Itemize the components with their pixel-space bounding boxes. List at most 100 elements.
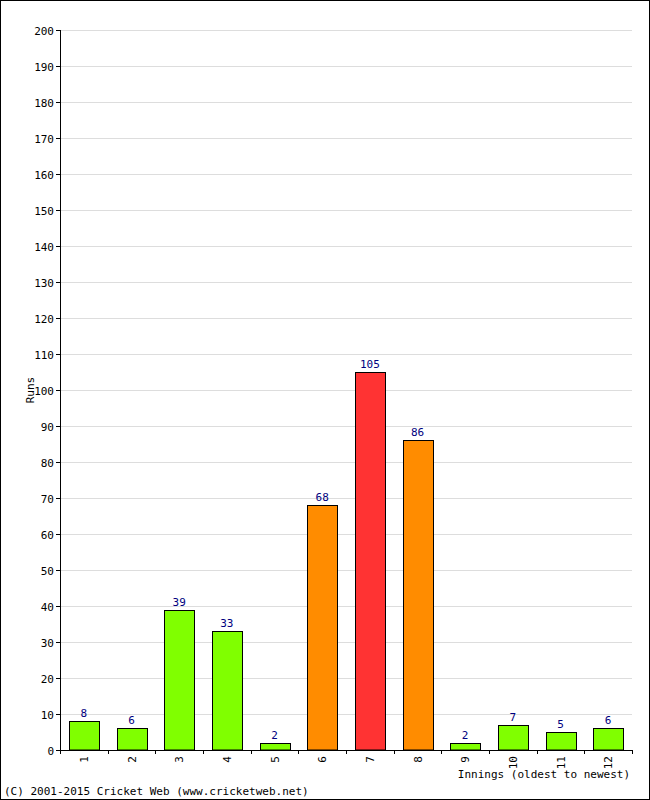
grid-line [60, 462, 632, 463]
grid-line [60, 66, 632, 67]
grid-line [60, 714, 632, 715]
y-tick [56, 102, 60, 103]
grid-line [60, 282, 632, 283]
x-tick [584, 750, 585, 754]
grid-line [60, 390, 632, 391]
data-label: 8 [81, 707, 88, 720]
x-tick [441, 750, 442, 754]
y-tick [56, 678, 60, 679]
x-tick [60, 750, 61, 754]
x-tick [203, 750, 204, 754]
x-tick-label: 1 [78, 756, 91, 763]
grid-line [60, 102, 632, 103]
x-tick [155, 750, 156, 754]
x-tick [489, 750, 490, 754]
data-label: 6 [605, 714, 612, 727]
y-tick [56, 246, 60, 247]
data-label: 5 [557, 718, 564, 731]
y-tick-label: 160 [34, 169, 54, 182]
bar [451, 744, 481, 751]
y-tick [56, 282, 60, 283]
x-tick-label: 5 [269, 756, 282, 763]
y-tick-label: 150 [34, 205, 54, 218]
y-tick-label: 130 [34, 277, 54, 290]
x-tick-label: 6 [316, 756, 329, 763]
grid-line [60, 606, 632, 607]
bar [308, 506, 338, 751]
y-tick [56, 426, 60, 427]
x-tick [394, 750, 395, 754]
bar [356, 373, 386, 751]
y-axis [60, 30, 61, 750]
data-label: 2 [462, 729, 469, 742]
grid-line [60, 210, 632, 211]
y-tick-label: 40 [41, 601, 54, 614]
grid-line [60, 570, 632, 571]
y-tick [56, 174, 60, 175]
y-tick-label: 20 [41, 673, 54, 686]
y-tick-label: 60 [41, 529, 54, 542]
y-tick [56, 318, 60, 319]
data-label: 39 [173, 596, 186, 609]
x-tick-label: 7 [364, 756, 377, 763]
y-tick [56, 30, 60, 31]
y-tick [56, 354, 60, 355]
x-tick [346, 750, 347, 754]
grid-line [60, 174, 632, 175]
y-tick [56, 606, 60, 607]
y-tick [56, 66, 60, 67]
bar [594, 729, 624, 751]
y-tick [56, 498, 60, 499]
y-tick-label: 30 [41, 637, 54, 650]
data-label: 33 [220, 617, 233, 630]
y-tick [56, 462, 60, 463]
y-tick-label: 70 [41, 493, 54, 506]
chart: 0102030405060708090100110120130140150160… [0, 0, 650, 800]
bar [404, 441, 434, 751]
x-tick [251, 750, 252, 754]
bar [165, 611, 195, 751]
data-label: 105 [360, 358, 380, 371]
y-tick [56, 138, 60, 139]
y-axis-title: Runs [24, 377, 37, 404]
data-label: 2 [271, 729, 278, 742]
grid-line [60, 678, 632, 679]
x-tick [108, 750, 109, 754]
data-label: 86 [411, 426, 424, 439]
y-tick-label: 50 [41, 565, 54, 578]
x-tick-label: 9 [459, 756, 472, 763]
grid-line [60, 498, 632, 499]
bar [261, 744, 291, 751]
y-tick-label: 90 [41, 421, 54, 434]
bar [213, 632, 243, 751]
grid-line [60, 318, 632, 319]
grid-line [60, 354, 632, 355]
x-tick-label: 2 [126, 756, 139, 763]
y-tick-label: 100 [34, 385, 54, 398]
grid-line [60, 426, 632, 427]
y-tick-label: 80 [41, 457, 54, 470]
grid-line [60, 246, 632, 247]
grid-line [60, 534, 632, 535]
x-tick-label: 8 [412, 756, 425, 763]
y-tick-label: 180 [34, 97, 54, 110]
copyright: (C) 2001-2015 Cricket Web (www.cricketwe… [4, 785, 309, 798]
x-tick [298, 750, 299, 754]
grid-line [60, 138, 632, 139]
y-tick-label: 10 [41, 709, 54, 722]
x-tick [537, 750, 538, 754]
y-tick [56, 210, 60, 211]
y-tick [56, 642, 60, 643]
bars [70, 373, 624, 751]
data-label: 68 [316, 491, 329, 504]
y-tick [56, 570, 60, 571]
y-tick [56, 534, 60, 535]
bar [499, 726, 529, 751]
data-label: 6 [128, 714, 135, 727]
grid-line [60, 642, 632, 643]
y-tick-label: 120 [34, 313, 54, 326]
y-tick-label: 140 [34, 241, 54, 254]
data-label: 7 [510, 711, 517, 724]
bar [547, 733, 577, 751]
x-tick-label: 3 [173, 756, 186, 763]
